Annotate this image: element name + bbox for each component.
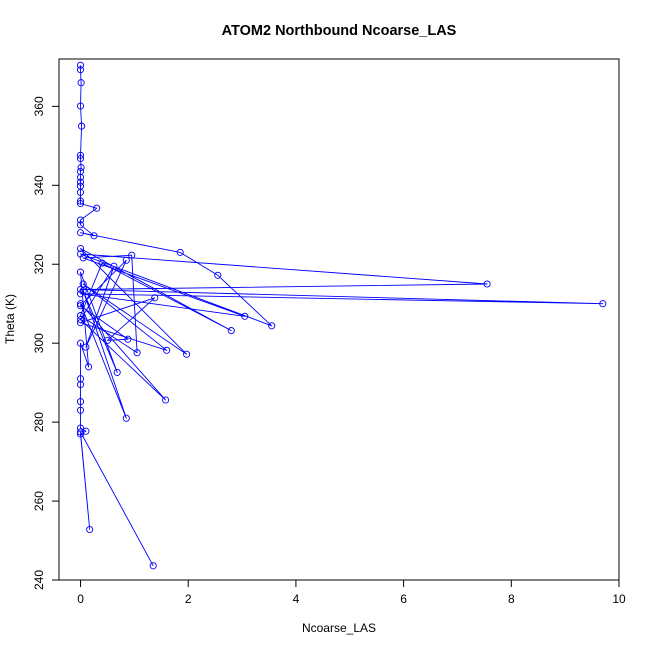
data-point — [163, 346, 171, 354]
x-tick-label: 8 — [508, 592, 515, 606]
chart-title: ATOM2 Northbound Ncoarse_LAS — [222, 23, 457, 39]
data-point — [86, 525, 94, 534]
data-point — [76, 229, 85, 237]
data-point — [113, 368, 121, 376]
data-point — [77, 163, 85, 172]
data-point — [124, 335, 132, 343]
data-point — [76, 197, 85, 205]
data-point — [76, 188, 85, 196]
data-point — [76, 154, 85, 163]
data-point — [76, 430, 85, 438]
data-point — [76, 381, 85, 389]
x-tick-label: 4 — [293, 592, 300, 606]
data-point — [122, 256, 130, 264]
x-tick-label: 0 — [77, 592, 84, 606]
data-point — [76, 398, 85, 406]
data-point — [162, 396, 170, 404]
x-axis-label: Ncoarse_LAS — [302, 621, 376, 635]
x-tick-label: 6 — [400, 592, 407, 606]
data-point — [76, 300, 85, 308]
data-point — [76, 66, 85, 74]
data-point — [90, 232, 98, 240]
y-tick-label: 320 — [32, 254, 46, 274]
y-tick-label: 280 — [32, 412, 46, 432]
data-point — [122, 414, 130, 422]
data-point — [149, 562, 157, 570]
data-point — [76, 151, 85, 159]
data-point — [78, 122, 86, 130]
data-point — [79, 254, 87, 262]
data-point — [76, 221, 85, 229]
data-point — [151, 294, 159, 302]
data-point — [82, 343, 90, 351]
y-tick-label: 360 — [32, 96, 46, 116]
data-point — [76, 339, 85, 347]
data-point — [76, 406, 85, 414]
y-tick-label: 240 — [32, 570, 46, 590]
x-tick-label: 10 — [612, 592, 626, 606]
y-tick-label: 300 — [32, 333, 46, 353]
data-point — [85, 363, 93, 371]
data-point — [76, 244, 85, 253]
x-axis: 0 2 4 6 8 10 — [77, 579, 626, 606]
data-point — [79, 280, 87, 288]
data-point — [93, 204, 101, 212]
data-point — [110, 262, 118, 270]
y-axis-label: Theta (K) — [3, 294, 17, 344]
series-layer — [76, 61, 607, 570]
y-tick-label: 260 — [32, 491, 46, 511]
data-point — [103, 336, 112, 344]
data-point — [76, 428, 85, 436]
x-tick-label: 2 — [185, 592, 192, 606]
data-point — [483, 280, 491, 288]
data-point — [76, 178, 85, 186]
data-point — [76, 312, 85, 320]
data-point — [176, 248, 184, 256]
data-point — [76, 199, 85, 208]
data-point — [98, 259, 106, 267]
data-point — [76, 315, 85, 324]
y-tick-label: 340 — [32, 175, 46, 195]
data-point — [214, 271, 222, 279]
data-point — [227, 327, 235, 335]
data-point — [76, 268, 85, 276]
data-point — [268, 322, 276, 330]
data-point — [76, 173, 85, 181]
data-point — [76, 319, 85, 327]
data-point — [82, 427, 90, 435]
data-point — [128, 251, 136, 259]
data-point — [599, 300, 607, 308]
data-point — [241, 312, 249, 320]
y-axis: 240 260 280 300 320 340 360 — [32, 96, 60, 590]
data-point — [77, 79, 85, 87]
data-point — [76, 216, 85, 224]
data-point — [76, 102, 85, 110]
data-point — [79, 287, 87, 295]
data-point — [76, 61, 85, 69]
data-point — [183, 350, 191, 358]
data-point — [133, 349, 141, 357]
data-point — [76, 302, 85, 310]
